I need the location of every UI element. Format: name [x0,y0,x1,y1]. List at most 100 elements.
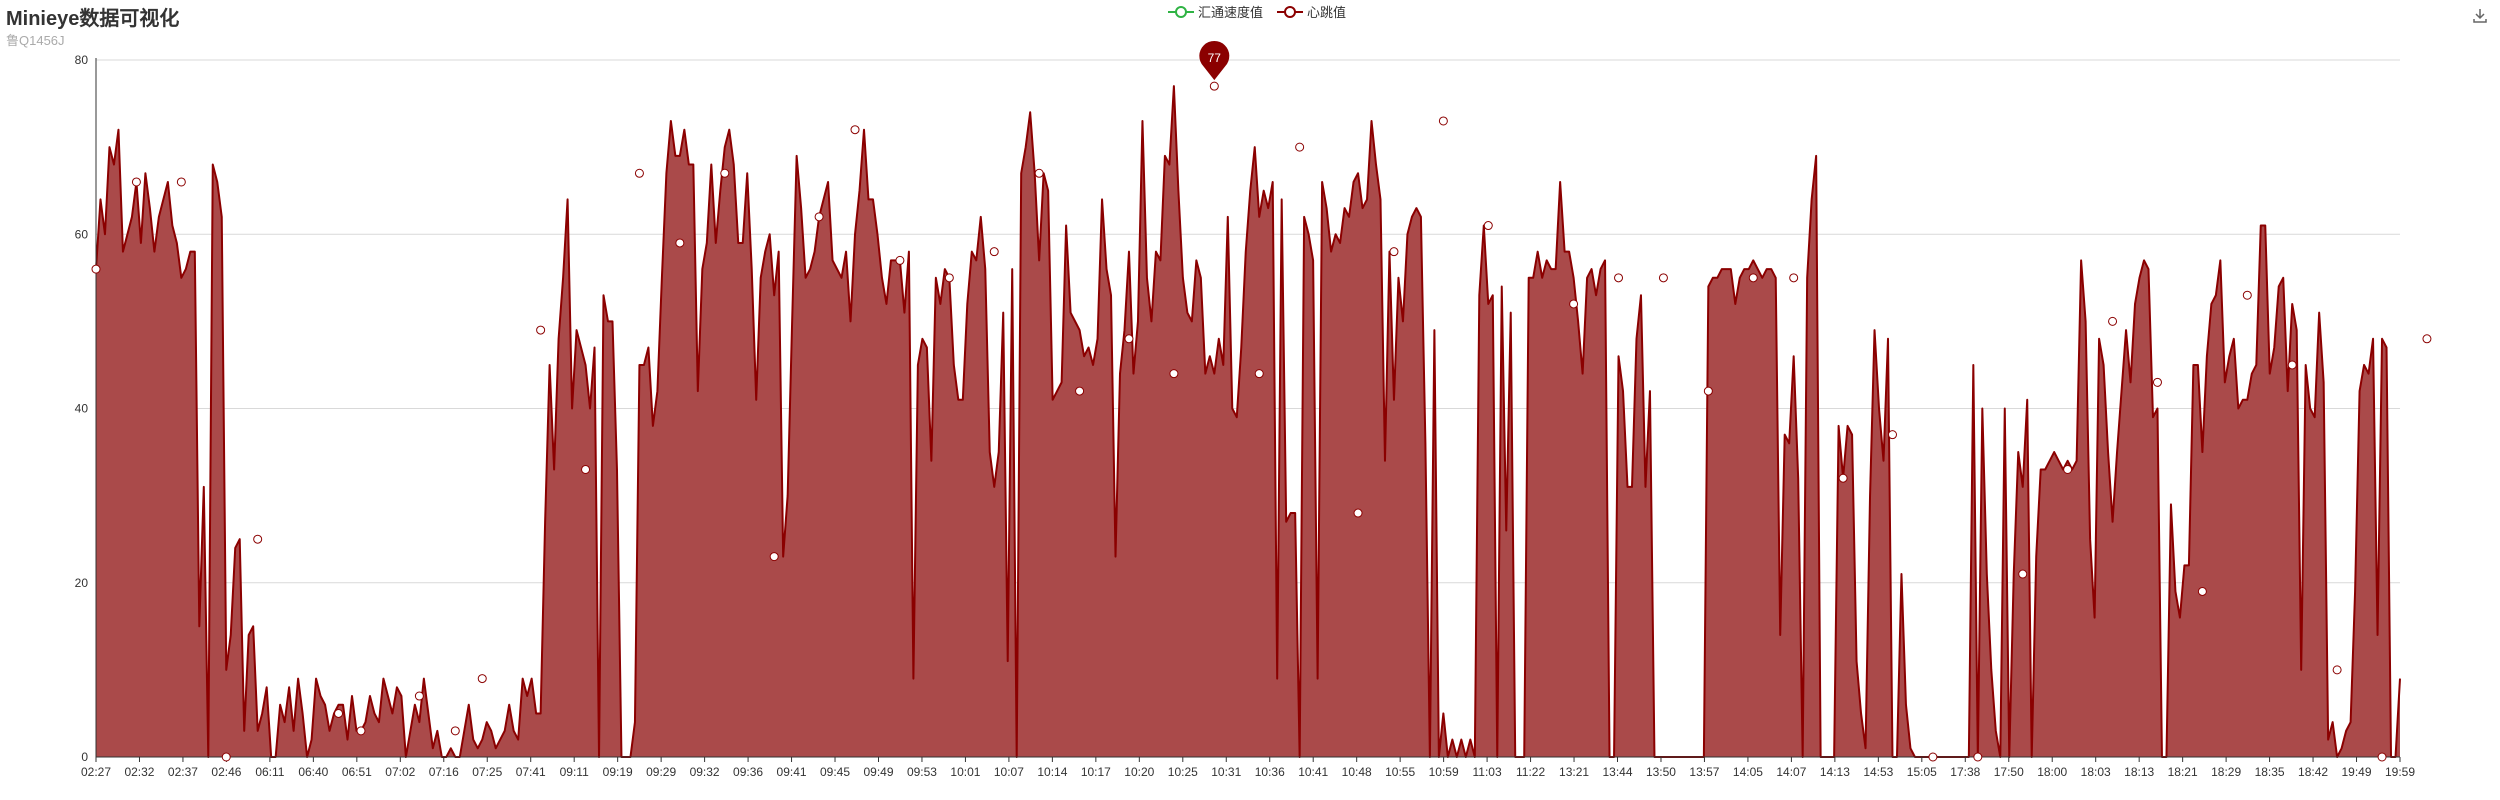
x-tick-label: 11:03 [1473,765,1502,779]
chart-title: Minieye数据可视化 [6,8,180,30]
download-icon[interactable] [2472,8,2488,24]
x-tick-label: 10:17 [1081,765,1111,779]
x-tick-label: 06:51 [342,765,372,779]
x-tick-label: 18:00 [2037,765,2067,779]
x-tick-label: 17:50 [1994,765,2024,779]
legend: 汇通速度值 心跳值 [1168,2,1346,21]
data-point-marker [2242,290,2252,300]
x-tick-label: 10:41 [1298,765,1328,779]
legend-speed-symbol [1168,5,1194,18]
x-tick-label: 10:07 [994,765,1024,779]
data-point-marker [356,726,366,736]
data-point-marker [131,177,141,187]
data-point-marker [2063,464,2073,474]
max-pin-label: 77 [1208,51,1222,65]
data-point-marker [176,177,186,187]
data-point-marker [1075,386,1085,396]
x-tick-label: 11:22 [1516,765,1545,779]
data-point-marker [477,674,487,684]
data-point-marker [1124,334,1134,344]
x-tick-label: 14:07 [1776,765,1806,779]
x-tick-label: 14:13 [1820,765,1850,779]
x-tick-label: 13:50 [1646,765,1676,779]
x-tick-label: 10:01 [950,765,980,779]
data-point-marker [1034,168,1044,178]
x-tick-label: 09:11 [560,765,589,779]
x-tick-label: 07:25 [472,765,502,779]
data-point-marker [1748,273,1758,283]
x-tick-label: 02:32 [124,765,154,779]
x-tick-label: 10:14 [1037,765,1067,779]
data-point-marker [1169,369,1179,379]
legend-item-heartbeat[interactable]: 心跳值 [1277,2,1346,21]
x-tick-label: 09:19 [603,765,633,779]
x-tick-label: 07:16 [429,765,459,779]
data-point-marker [1569,299,1579,309]
chart-subtitle: 鲁Q1456J [6,33,65,48]
y-tick-label: 0 [81,750,88,764]
x-tick-label: 10:59 [1429,765,1459,779]
data-point-marker [1209,81,1219,91]
data-point-marker [2287,360,2297,370]
data-point-marker [1928,752,1938,762]
data-point-marker [895,255,905,265]
y-tick-label: 20 [75,576,89,590]
data-point-marker [634,168,644,178]
data-point-marker [2422,334,2432,344]
x-tick-label: 07:41 [516,765,546,779]
legend-item-speed[interactable]: 汇通速度值 [1168,2,1263,21]
data-point-marker [1703,386,1713,396]
x-tick-label: 02:37 [168,765,198,779]
data-point-marker [1483,221,1493,231]
data-point-marker [450,726,460,736]
x-tick-label: 09:53 [907,765,937,779]
data-point-marker [2197,586,2207,596]
data-point-marker [1973,752,1983,762]
heartbeat-area [96,86,2400,757]
x-tick-label: 02:46 [211,765,241,779]
x-tick-label: 09:36 [733,765,763,779]
x-tick-label: 09:32 [690,765,720,779]
x-tick-label: 13:57 [1689,765,1719,779]
x-tick-label: 18:29 [2211,765,2241,779]
data-point-marker [2377,752,2387,762]
x-tick-label: 18:13 [2124,765,2154,779]
data-point-marker [334,708,344,718]
x-tick-label: 18:03 [2081,765,2111,779]
x-tick-label: 10:20 [1124,765,1154,779]
data-point-marker [1389,247,1399,257]
data-point-marker [850,125,860,135]
x-tick-label: 09:41 [777,765,807,779]
data-point-marker [2108,316,2118,326]
data-point-marker [1658,273,1668,283]
data-point-marker [1789,273,1799,283]
x-tick-label: 10:48 [1342,765,1372,779]
x-tick-label: 10:36 [1255,765,1285,779]
data-point-marker [944,273,954,283]
data-point-marker [769,552,779,562]
legend-speed-label: 汇通速度值 [1198,5,1264,20]
x-tick-label: 14:53 [1863,765,1893,779]
data-point-marker [1838,473,1848,483]
x-tick-label: 13:44 [1602,765,1632,779]
data-point-marker [675,238,685,248]
heartbeat-line [95,85,2401,758]
x-tick-label: 10:31 [1211,765,1241,779]
data-point-marker [414,691,424,701]
x-tick-label: 15:05 [1907,765,1937,779]
x-tick-label: 19:59 [2385,765,2415,779]
x-tick-label: 09:29 [646,765,676,779]
data-point-marker [2018,569,2028,579]
x-tick-label: 06:11 [255,765,284,779]
x-tick-label: 13:21 [1559,765,1589,779]
data-point-marker [536,325,546,335]
x-tick-label: 10:55 [1385,765,1415,779]
y-tick-label: 80 [75,53,89,67]
legend-heartbeat-label: 心跳值 [1307,5,1347,20]
y-tick-label: 60 [75,227,89,241]
data-point-marker [1295,142,1305,152]
x-tick-label: 18:21 [2168,765,2198,779]
data-point-marker [1438,116,1448,126]
data-point-marker [2332,665,2342,675]
